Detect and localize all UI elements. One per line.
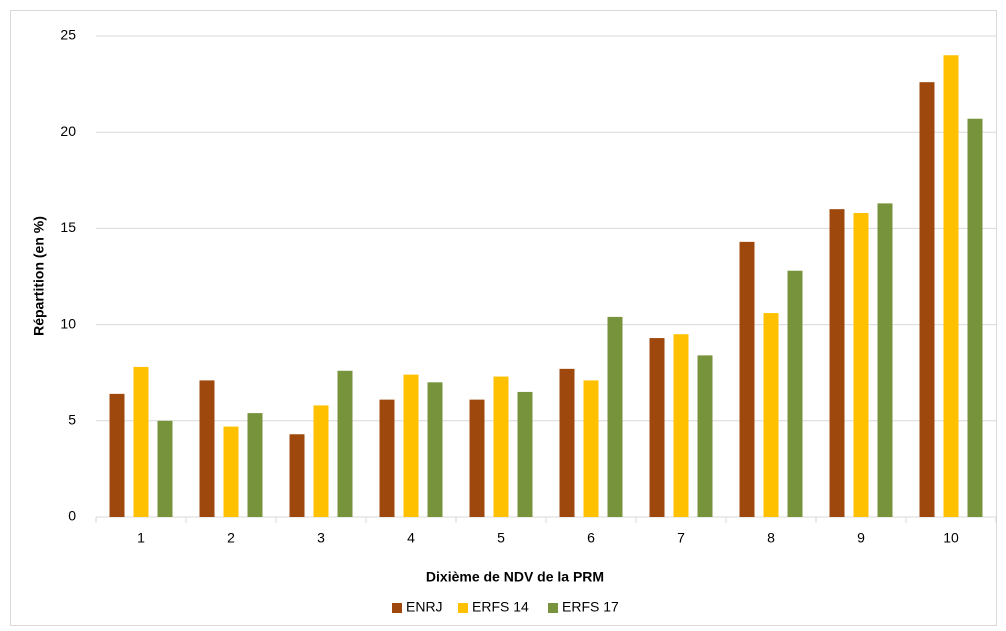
y-tick-label: 10 — [60, 315, 76, 331]
bar — [943, 55, 959, 518]
x-tick-label: 6 — [587, 530, 595, 546]
x-tick-label: 9 — [857, 530, 865, 546]
y-tick-label: 5 — [68, 412, 76, 428]
bar — [739, 241, 755, 518]
x-tick-label: 10 — [943, 530, 959, 546]
bar — [493, 376, 509, 517]
legend-label: ERFS 14 — [472, 599, 529, 615]
bar — [559, 368, 575, 517]
bar — [607, 316, 623, 517]
bar — [469, 399, 485, 517]
bar — [313, 405, 329, 517]
bar — [337, 370, 353, 517]
bar — [517, 391, 533, 517]
y-tick-label: 15 — [60, 219, 76, 235]
bar — [403, 374, 419, 517]
legend-label: ERFS 17 — [562, 599, 619, 615]
bar — [919, 82, 935, 518]
y-tick-label: 0 — [68, 508, 76, 524]
bar — [787, 270, 803, 517]
bar — [853, 213, 869, 517]
bar — [133, 366, 149, 517]
bar — [967, 118, 983, 518]
legend-swatch — [392, 603, 402, 613]
x-tick-label: 1 — [137, 530, 145, 546]
x-tick-label: 3 — [317, 530, 325, 546]
x-axis-title: Dixième de NDV de la PRM — [426, 569, 604, 585]
bar — [223, 426, 239, 517]
x-tick-label: 2 — [227, 530, 235, 546]
legend-label: ENRJ — [406, 599, 443, 615]
bar — [379, 399, 395, 517]
bar — [583, 380, 599, 517]
y-axis-title: Répartition (en %) — [31, 216, 47, 336]
bar — [427, 382, 443, 517]
x-tick-label: 5 — [497, 530, 505, 546]
x-tick-label: 8 — [767, 530, 775, 546]
legend-swatch — [548, 603, 558, 613]
bar — [763, 313, 779, 517]
bar — [109, 393, 125, 517]
bar — [829, 209, 845, 517]
x-tick-label: 4 — [407, 530, 415, 546]
y-tick-label: 20 — [60, 123, 76, 139]
bar — [247, 413, 263, 517]
bar — [877, 203, 893, 517]
bar — [157, 420, 173, 517]
y-tick-label: 25 — [60, 27, 76, 43]
bar — [199, 380, 215, 517]
x-tick-label: 7 — [677, 530, 685, 546]
legend-swatch — [458, 603, 468, 613]
bar — [697, 355, 713, 517]
bar — [673, 334, 689, 517]
bar — [649, 338, 665, 517]
bar — [289, 434, 305, 517]
